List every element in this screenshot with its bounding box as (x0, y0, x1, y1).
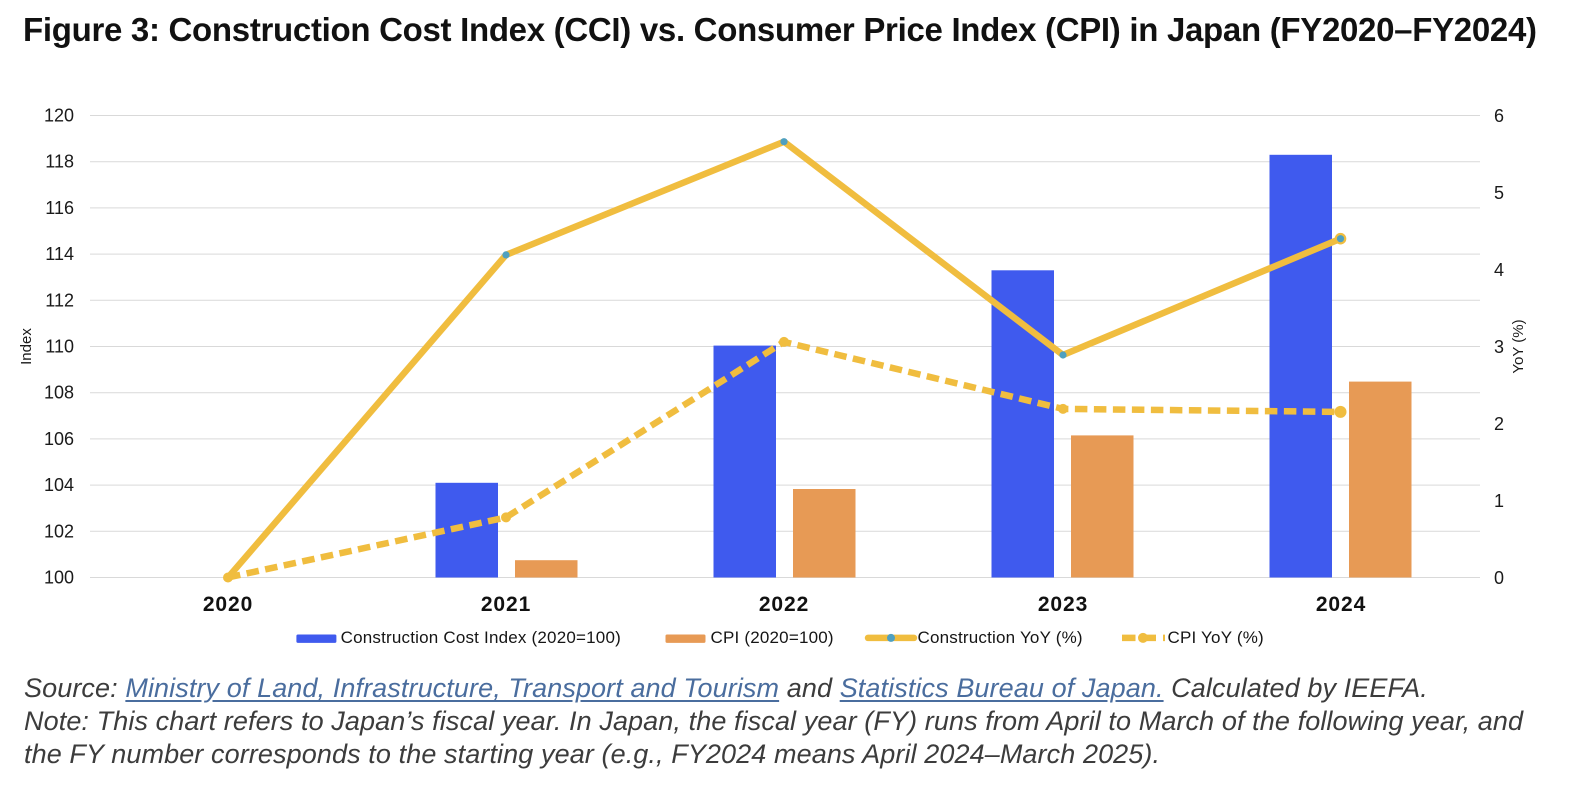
svg-text:0: 0 (1494, 568, 1504, 588)
svg-text:Construction Cost Index (2020=: Construction Cost Index (2020=100) (341, 628, 621, 647)
svg-text:100: 100 (44, 568, 74, 588)
svg-text:104: 104 (44, 475, 74, 495)
svg-text:1: 1 (1494, 491, 1504, 511)
svg-text:3: 3 (1494, 337, 1504, 357)
svg-text:Construction YoY (%): Construction YoY (%) (918, 628, 1083, 647)
svg-text:2023: 2023 (1038, 593, 1088, 616)
svg-text:118: 118 (45, 152, 74, 172)
svg-text:5: 5 (1494, 183, 1504, 203)
svg-text:114: 114 (45, 244, 74, 264)
svg-text:2020: 2020 (203, 593, 253, 616)
svg-text:108: 108 (44, 383, 74, 403)
svg-text:CPI YoY (%): CPI YoY (%) (1168, 628, 1264, 647)
svg-text:102: 102 (44, 521, 74, 541)
svg-text:2: 2 (1494, 414, 1504, 434)
svg-text:CPI (2020=100): CPI (2020=100) (711, 628, 834, 647)
svg-text:116: 116 (45, 198, 74, 218)
svg-text:Index: Index (18, 328, 35, 365)
svg-text:106: 106 (44, 429, 74, 449)
svg-text:2022: 2022 (759, 593, 809, 616)
svg-text:120: 120 (44, 106, 74, 126)
svg-text:4: 4 (1494, 260, 1504, 280)
svg-text:112: 112 (45, 290, 74, 310)
svg-text:6: 6 (1494, 106, 1504, 126)
svg-text:YoY (%): YoY (%) (1510, 319, 1527, 373)
svg-text:2021: 2021 (481, 593, 531, 616)
svg-text:110: 110 (45, 337, 74, 357)
svg-text:2024: 2024 (1316, 593, 1366, 616)
